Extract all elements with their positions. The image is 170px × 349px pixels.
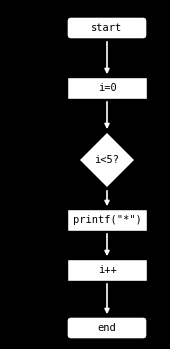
Bar [67,77,147,99]
Polygon shape [79,132,135,188]
Text: i=0: i=0 [98,83,116,93]
Text: printf("*"): printf("*") [73,215,141,225]
Bar [67,209,147,231]
Text: start: start [91,23,123,33]
Bar [67,259,147,281]
Text: i<5?: i<5? [95,155,120,165]
FancyBboxPatch shape [67,17,147,39]
Text: i++: i++ [98,265,116,275]
FancyBboxPatch shape [67,317,147,339]
Text: end: end [98,323,116,333]
